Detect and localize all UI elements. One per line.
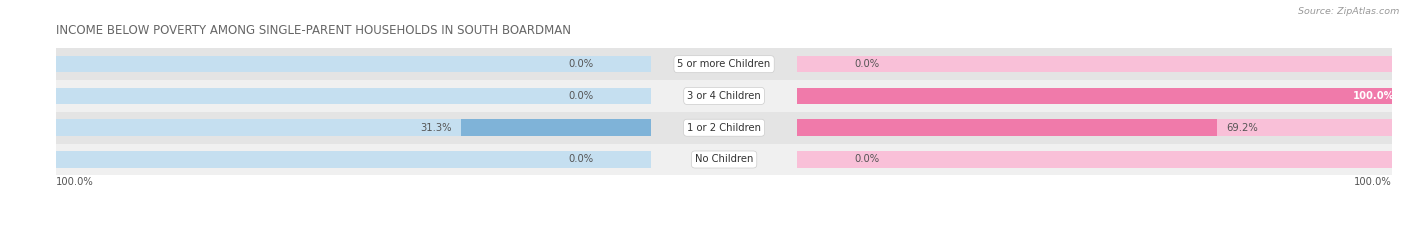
Text: No Children: No Children bbox=[695, 154, 754, 164]
Bar bbox=[797, 56, 845, 72]
Bar bbox=[797, 56, 1405, 72]
Bar bbox=[797, 88, 1405, 104]
Text: INCOME BELOW POVERTY AMONG SINGLE-PARENT HOUSEHOLDS IN SOUTH BOARDMAN: INCOME BELOW POVERTY AMONG SINGLE-PARENT… bbox=[56, 24, 571, 37]
Bar bbox=[603, 88, 651, 104]
Text: 0.0%: 0.0% bbox=[855, 59, 880, 69]
Bar bbox=[44, 88, 651, 104]
Text: 69.2%: 69.2% bbox=[1226, 123, 1258, 133]
Text: 0.0%: 0.0% bbox=[568, 59, 593, 69]
Bar bbox=[56, 144, 1392, 175]
Text: 0.0%: 0.0% bbox=[855, 154, 880, 164]
Text: 1 or 2 Children: 1 or 2 Children bbox=[688, 123, 761, 133]
Bar bbox=[56, 112, 1392, 144]
Bar bbox=[603, 56, 651, 72]
Text: 100.0%: 100.0% bbox=[56, 177, 94, 187]
Bar bbox=[603, 151, 651, 168]
Bar bbox=[56, 80, 1392, 112]
Legend: Single Father, Single Mother: Single Father, Single Mother bbox=[633, 231, 815, 233]
Text: 31.3%: 31.3% bbox=[420, 123, 453, 133]
Text: 0.0%: 0.0% bbox=[568, 154, 593, 164]
Bar bbox=[461, 120, 651, 136]
Bar bbox=[56, 48, 1392, 80]
Bar bbox=[44, 151, 651, 168]
Bar bbox=[44, 56, 651, 72]
Text: 100.0%: 100.0% bbox=[1354, 177, 1392, 187]
Bar bbox=[797, 151, 845, 168]
Bar bbox=[797, 88, 1405, 104]
Text: Source: ZipAtlas.com: Source: ZipAtlas.com bbox=[1298, 7, 1399, 16]
Text: 3 or 4 Children: 3 or 4 Children bbox=[688, 91, 761, 101]
Text: 100.0%: 100.0% bbox=[1353, 91, 1395, 101]
Text: 0.0%: 0.0% bbox=[568, 91, 593, 101]
Text: 5 or more Children: 5 or more Children bbox=[678, 59, 770, 69]
Bar bbox=[44, 120, 651, 136]
Bar bbox=[797, 120, 1218, 136]
Bar bbox=[797, 151, 1405, 168]
Bar bbox=[797, 120, 1405, 136]
